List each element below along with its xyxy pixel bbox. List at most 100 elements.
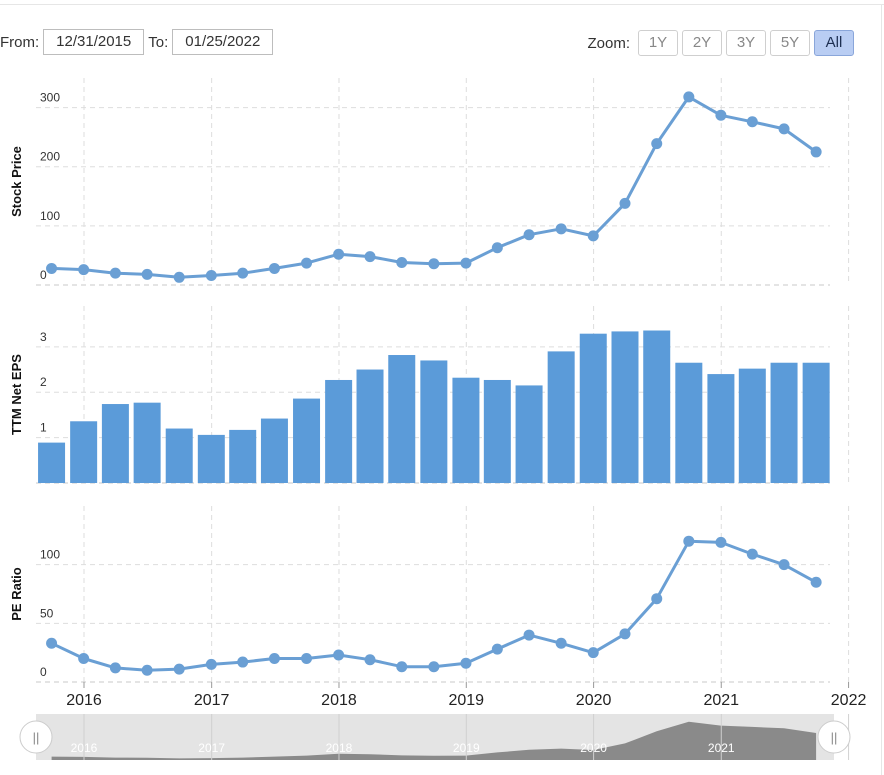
x-tick-label: 2016: [66, 692, 102, 709]
eps-bar[interactable]: [260, 418, 288, 483]
eps-bar[interactable]: [101, 404, 129, 483]
stock-price-point[interactable]: [746, 116, 758, 128]
eps-bar[interactable]: [547, 351, 575, 483]
pe-ratio-point[interactable]: [587, 647, 599, 659]
stock-price-point[interactable]: [364, 251, 376, 263]
x-tick-label: 2017: [194, 692, 230, 709]
stock-price-point[interactable]: [268, 262, 280, 274]
eps-bar[interactable]: [515, 385, 543, 483]
eps-bar[interactable]: [738, 368, 766, 483]
pe-ratio-point[interactable]: [78, 653, 90, 665]
eps-bar[interactable]: [388, 355, 416, 483]
y-tick-label: 300: [40, 91, 60, 105]
stock-price-point[interactable]: [683, 91, 695, 103]
eps-bar[interactable]: [452, 377, 480, 483]
pe-ratio-point[interactable]: [746, 548, 758, 560]
navigator-right-handle[interactable]: [817, 720, 851, 754]
zoom-1y-button[interactable]: 1Y: [638, 30, 678, 56]
eps-bar[interactable]: [707, 374, 735, 483]
pe-ratio-point[interactable]: [333, 649, 345, 661]
zoom-2y-button[interactable]: 2Y: [682, 30, 722, 56]
eps-bar[interactable]: [770, 362, 798, 483]
stock-price-point[interactable]: [619, 197, 631, 209]
pe-ratio-point[interactable]: [364, 654, 376, 666]
navigator-tick-label: 2020: [580, 741, 607, 755]
stock-price-point[interactable]: [109, 267, 121, 279]
from-date-input[interactable]: 12/31/2015: [43, 29, 145, 55]
right-border: [881, 4, 882, 775]
pe-ratio-point[interactable]: [523, 629, 535, 641]
pe-ratio-point[interactable]: [491, 643, 503, 655]
y-tick-label: 50: [40, 606, 54, 620]
stock-price-point[interactable]: [778, 123, 790, 135]
navigator-tick-label: 2016: [71, 741, 98, 755]
pe-ratio-point[interactable]: [173, 663, 185, 675]
eps-bar[interactable]: [293, 398, 321, 483]
navigator-left-handle[interactable]: [19, 720, 53, 754]
pe-ratio-point[interactable]: [268, 653, 280, 665]
zoom-5y-button[interactable]: 5Y: [770, 30, 810, 56]
pe-ratio-point[interactable]: [205, 658, 217, 670]
stock-price-point[interactable]: [78, 264, 90, 276]
stock-price-point[interactable]: [587, 230, 599, 242]
eps-bar[interactable]: [229, 429, 257, 483]
stock-price-point[interactable]: [141, 268, 153, 280]
stock-price-point[interactable]: [237, 267, 249, 279]
zoom-3y-button[interactable]: 3Y: [726, 30, 766, 56]
stock-price-point[interactable]: [491, 242, 503, 254]
stock-price-point[interactable]: [46, 262, 58, 274]
eps-bar[interactable]: [165, 428, 193, 483]
pe-ratio-point[interactable]: [555, 637, 567, 649]
pe-ratio-point[interactable]: [141, 664, 153, 676]
stock-price-point[interactable]: [651, 138, 663, 150]
y-tick-label: 100: [40, 209, 60, 223]
y-axis-label: Stock Price: [9, 146, 24, 217]
stock-price-point[interactable]: [396, 257, 408, 269]
eps-bar[interactable]: [38, 442, 66, 483]
stock-price-point[interactable]: [460, 257, 472, 269]
x-tick-label: 2021: [703, 692, 739, 709]
to-date-input[interactable]: 01/25/2022: [172, 29, 274, 55]
pe-ratio-point[interactable]: [619, 628, 631, 640]
stock-price-point[interactable]: [301, 257, 313, 269]
stock-price-point[interactable]: [333, 248, 345, 260]
eps-bar[interactable]: [420, 360, 448, 483]
eps-bar[interactable]: [325, 379, 353, 483]
stock-price-point[interactable]: [810, 146, 822, 158]
y-tick-label: 2: [40, 375, 47, 389]
eps-bar[interactable]: [133, 402, 161, 483]
stock-price-point[interactable]: [555, 223, 567, 235]
pe-ratio-point[interactable]: [46, 637, 58, 649]
eps-bar[interactable]: [197, 434, 225, 483]
y-tick-label: 0: [40, 665, 47, 679]
pe-ratio-point[interactable]: [109, 662, 121, 674]
stock-price-point[interactable]: [715, 109, 727, 121]
pe-ratio-point[interactable]: [651, 593, 663, 605]
eps-bar[interactable]: [70, 421, 98, 483]
pe-ratio-point[interactable]: [301, 653, 313, 665]
x-tick-label: 2020: [576, 692, 612, 709]
stock-price-point[interactable]: [173, 271, 185, 283]
pe-ratio-point[interactable]: [460, 657, 472, 669]
pe-ratio-point[interactable]: [715, 536, 727, 548]
pe-ratio-point[interactable]: [396, 661, 408, 673]
eps-bar[interactable]: [356, 369, 384, 483]
stock-price-point[interactable]: [205, 270, 217, 282]
eps-bar[interactable]: [643, 330, 671, 483]
pe-ratio-point[interactable]: [428, 661, 440, 673]
eps-bar[interactable]: [675, 362, 703, 483]
pe-ratio-point[interactable]: [683, 535, 695, 547]
stock-price-point[interactable]: [523, 229, 535, 241]
navigator-handle-grip: ||: [831, 730, 838, 745]
pe-ratio-point[interactable]: [237, 656, 249, 668]
stock-price-point[interactable]: [428, 258, 440, 270]
pe-ratio-point[interactable]: [778, 559, 790, 571]
eps-bar[interactable]: [579, 333, 607, 483]
zoom-all-button[interactable]: All: [814, 30, 854, 56]
x-tick-label: 2019: [448, 692, 484, 709]
eps-bar[interactable]: [483, 379, 511, 483]
y-tick-label: 0: [40, 268, 47, 282]
eps-bar[interactable]: [611, 331, 639, 483]
pe-ratio-point[interactable]: [810, 576, 822, 588]
eps-bar[interactable]: [802, 362, 830, 483]
